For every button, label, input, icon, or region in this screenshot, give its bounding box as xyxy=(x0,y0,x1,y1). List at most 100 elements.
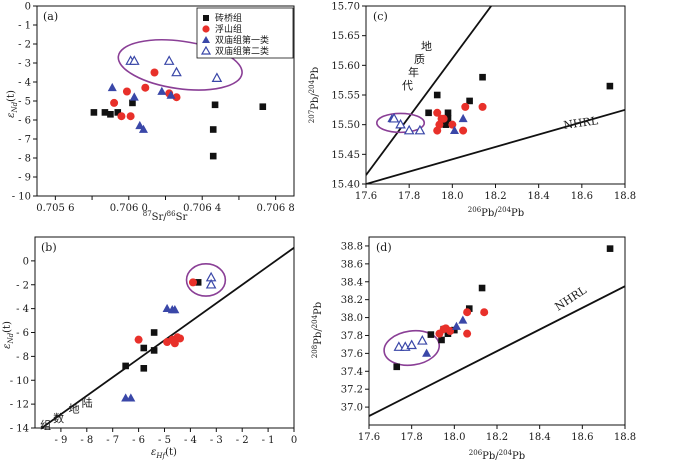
data-point-circle xyxy=(446,327,455,335)
y-tick-label: 15.65 xyxy=(331,31,360,42)
data-point-circle xyxy=(122,87,131,96)
x-tick-label: 18.8 xyxy=(614,191,636,202)
y-tick-label: - 8 xyxy=(18,154,31,165)
data-point-open-triangle xyxy=(395,118,406,129)
panel-c-y-axis-label: 207Pb/204Pb xyxy=(308,67,321,123)
data-point-square xyxy=(259,103,267,110)
panel-d: 17.6 17.8 18.0 18.2 18.4 18.6 18.8 37.0 37.2 37.4… xyxy=(311,236,636,461)
data-point-filled-triangle xyxy=(166,90,176,99)
legend-marker-circle xyxy=(202,25,210,33)
annotation-label: 组 xyxy=(40,418,51,432)
panel-b-y-axis-label: εNd(t) xyxy=(2,321,15,349)
legend-marker-square xyxy=(203,15,209,21)
x-tick-label: 18.4 xyxy=(528,191,550,202)
highlight-ellipse xyxy=(383,329,441,367)
data-point-square xyxy=(140,344,148,352)
x-tick-label: - 1 xyxy=(262,435,275,446)
x-tick-label: 17.8 xyxy=(398,191,420,202)
y-tick-label: 37.0 xyxy=(341,403,363,414)
data-point-square xyxy=(606,245,614,252)
panel-c-highlight-ellipse xyxy=(375,112,426,134)
y-tick-label: - 10 xyxy=(12,192,31,203)
panel-b: - 9- 8- 7- 6- 5- 4- 3- 2- 1 00- 2- 4- 6- … xyxy=(2,236,297,460)
y-tick-label: - 8 xyxy=(16,352,29,363)
legend-label: 砖桥组 xyxy=(215,12,242,24)
panel-a: 0.705 6 0.706 0 0.706 4 0.706 8 0 - 1 - 2 - 3 - … xyxy=(6,2,295,224)
data-point-square xyxy=(150,329,158,336)
data-point-square xyxy=(479,73,486,81)
y-tick-label: 15.40 xyxy=(331,180,360,191)
reference-line xyxy=(366,6,492,176)
data-point-open-triangle xyxy=(393,341,405,351)
y-tick-label: - 2 xyxy=(16,280,29,291)
data-point-circle xyxy=(126,112,135,121)
reference-line xyxy=(369,285,625,417)
panel-a-y-axis-label: εNd(t) xyxy=(6,90,19,118)
y-tick-label: 0 xyxy=(23,256,29,267)
legend-item-sm2: 双庙组第二类 xyxy=(200,45,269,57)
x-tick-label: - 3 xyxy=(210,435,223,446)
y-tick-label: 38.2 xyxy=(341,295,363,306)
y-tick-label: 38.4 xyxy=(341,277,363,288)
data-point-open-triangle xyxy=(388,112,400,123)
x-tick-label: 0 xyxy=(291,435,297,446)
highlight-ellipse xyxy=(117,39,243,91)
data-point-square xyxy=(107,111,114,118)
data-point-circle xyxy=(461,102,470,111)
data-point-open-triangle xyxy=(406,339,417,350)
data-point-circle xyxy=(141,83,150,92)
data-point-filled-triangle xyxy=(170,305,180,314)
x-tick-label: 17.6 xyxy=(358,432,380,443)
y-tick-label: 15.60 xyxy=(331,61,360,72)
panel-d-reference-lines xyxy=(369,285,625,417)
data-point-square xyxy=(478,284,486,292)
panel-c-reference-lines xyxy=(366,6,625,184)
legend-item-zhuanqiao: 砖桥组 xyxy=(203,12,242,24)
x-tick-label: - 2 xyxy=(236,435,249,446)
y-tick-label: 15.45 xyxy=(331,150,360,161)
y-tick-label: - 4 xyxy=(16,304,29,315)
data-point-square xyxy=(438,336,445,344)
data-point-open-triangle xyxy=(414,124,426,135)
x-tick-label: - 5 xyxy=(158,435,171,446)
data-point-square xyxy=(129,99,136,107)
x-tick-label: 18.8 xyxy=(614,432,636,443)
panel-d-ticks: 17.6 17.8 18.0 18.2 18.4 18.6 18.8 37.0 37.2 37.4… xyxy=(341,241,636,443)
data-point-filled-triangle xyxy=(135,120,145,130)
annotation-label: 地 xyxy=(69,402,80,415)
y-tick-label: 37.8 xyxy=(341,331,363,342)
data-point-square xyxy=(444,109,452,117)
y-tick-label: - 9 xyxy=(18,173,31,184)
data-point-open-triangle xyxy=(403,124,415,135)
data-point-filled-triangle xyxy=(451,321,461,330)
data-point-square xyxy=(425,109,432,117)
panel-c-ticks: 17.6 17.8 18.0 18.2 18.4 18.6 18.8 15.40 15.45 15… xyxy=(331,2,636,203)
data-point-circle xyxy=(172,93,181,102)
panel-b-label: (b) xyxy=(41,241,57,254)
reference-line xyxy=(366,108,625,184)
data-point-circle xyxy=(480,308,489,317)
data-point-open-triangle xyxy=(417,335,428,345)
data-point-filled-triangle xyxy=(458,315,468,324)
data-point-square xyxy=(433,91,441,99)
data-point-square xyxy=(393,363,401,371)
legend-box xyxy=(196,7,294,59)
y-tick-label: - 7 xyxy=(18,135,31,146)
x-tick-label: 17.8 xyxy=(401,432,423,443)
x-tick-label: 0.705 6 xyxy=(36,203,74,214)
data-point-square xyxy=(442,121,450,128)
panel-b-points xyxy=(121,271,217,402)
x-tick-label: 17.6 xyxy=(355,191,377,202)
y-tick-label: 15.50 xyxy=(331,120,360,131)
y-tick-label: 38.6 xyxy=(341,259,363,270)
y-tick-label: 38.8 xyxy=(341,241,363,252)
data-point-square xyxy=(606,82,614,90)
panel-d-label: (d) xyxy=(376,241,392,254)
y-tick-label: 0 xyxy=(25,2,31,13)
panel-c-geochron-label-2: 质 xyxy=(414,53,425,66)
data-point-square xyxy=(451,326,458,334)
y-tick-label: 15.55 xyxy=(331,91,360,102)
x-tick-label: 0.706 0 xyxy=(110,203,148,214)
y-tick-label: - 6 xyxy=(16,328,29,339)
